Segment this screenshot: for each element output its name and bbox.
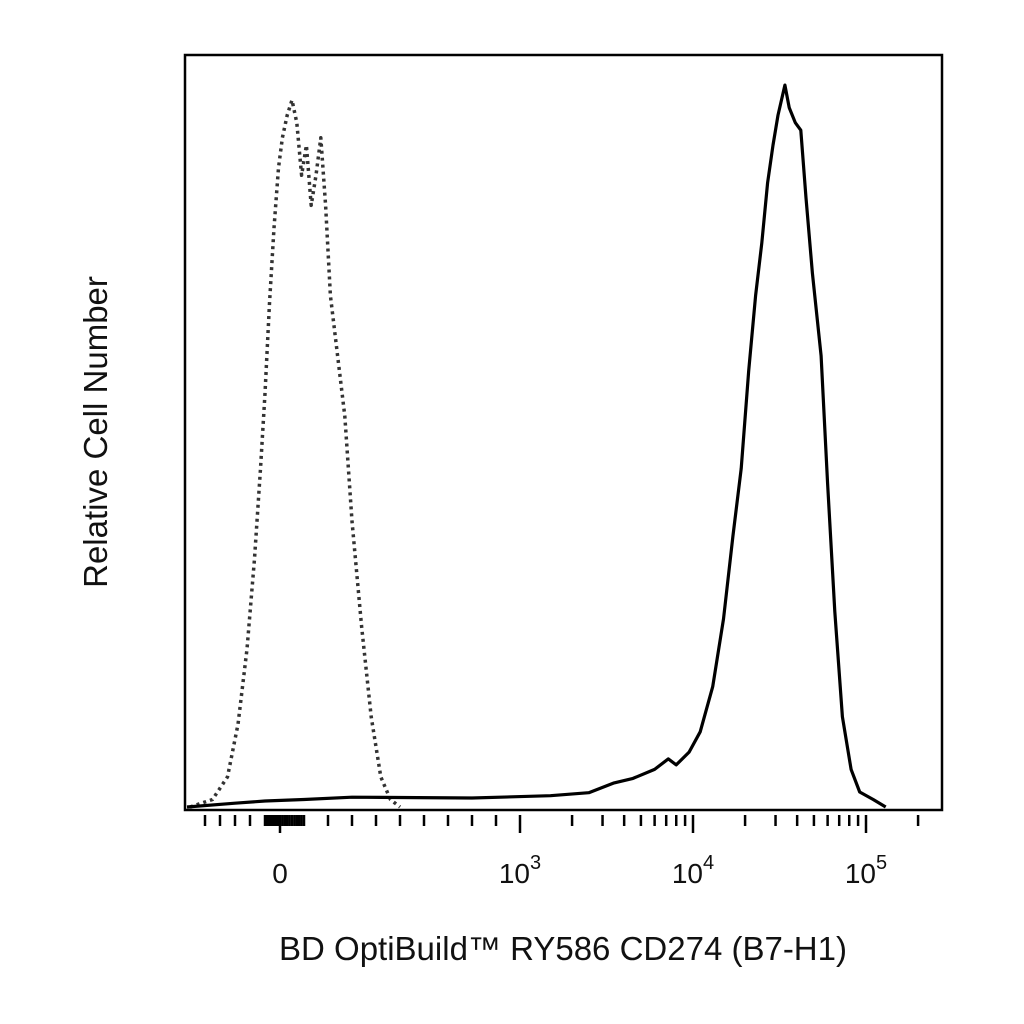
- x-tick-labels: 0 103 104 105: [272, 852, 887, 889]
- plot-frame: [183, 53, 944, 812]
- x-tick-label: 104: [672, 852, 714, 889]
- series-solid-curve: [186, 83, 887, 809]
- x-tick-label-base: 10: [499, 858, 530, 889]
- y-axis-label: Relative Cell Number: [77, 276, 114, 588]
- x-tick-label-exponent: 4: [703, 852, 714, 874]
- x-tick-label-base: 0: [272, 858, 288, 889]
- x-tick-label: 103: [499, 852, 541, 889]
- x-axis-ticks: [203, 815, 920, 833]
- series-layer: [186, 83, 887, 809]
- x-tick-label-base: 10: [845, 858, 876, 889]
- x-tick-label: 105: [845, 852, 887, 889]
- x-axis-label: BD OptiBuild™ RY586 CD274 (B7-H1): [279, 930, 847, 967]
- series-dotted-curve: [189, 98, 402, 809]
- x-tick-label: 0: [272, 858, 288, 889]
- x-tick-label-exponent: 3: [530, 852, 541, 874]
- x-tick-label-exponent: 5: [876, 852, 887, 874]
- x-tick-label-base: 10: [672, 858, 703, 889]
